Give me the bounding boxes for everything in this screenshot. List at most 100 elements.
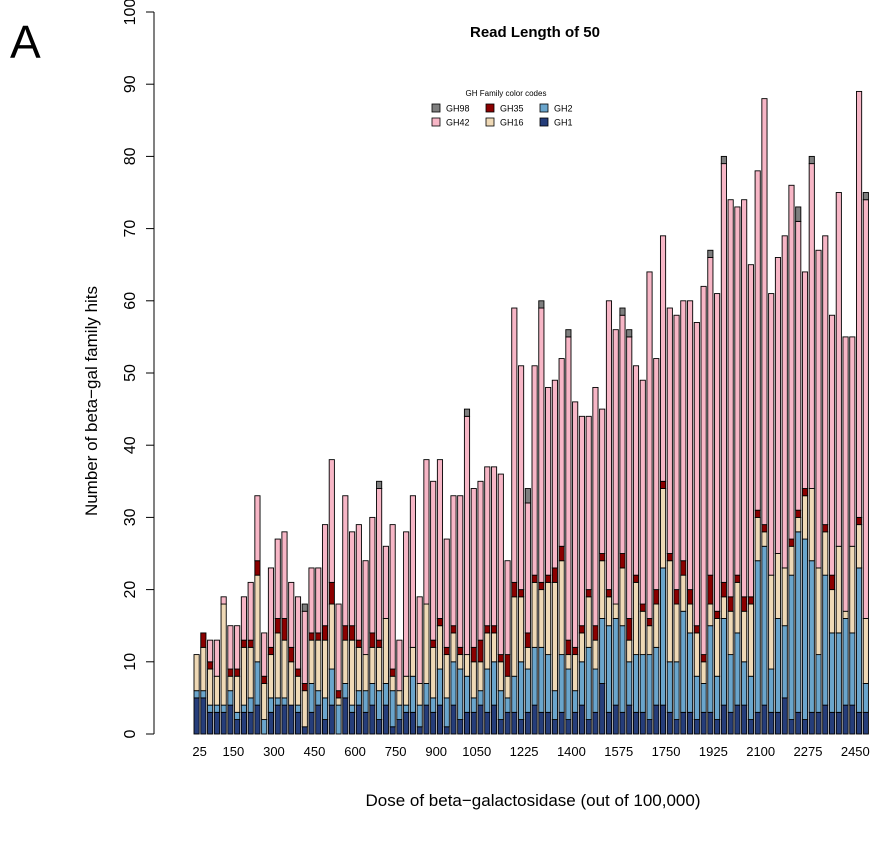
bar-segment-gh2 [457,668,464,721]
bar-segment-gh35 [653,589,660,605]
bar-segment-gh16 [849,545,856,634]
bar-segment-gh42 [409,495,416,648]
bar-segment-gh98 [795,206,802,222]
bar-segment-gh16 [653,603,660,648]
bar-segment-gh42 [301,610,308,684]
bar-segment-gh35 [572,646,579,656]
bar-segment-gh16 [551,581,558,692]
bar-segment-gh1 [436,704,444,735]
bar-segment-gh35 [714,610,721,619]
bar-segment-gh1 [477,704,484,735]
bar-segment-gh2 [531,646,538,706]
bar-segment-gh16 [781,567,788,627]
bar-segment-gh42 [382,545,389,619]
bar-segment-gh1 [795,711,802,735]
bar-segment-gh35 [551,567,558,583]
x-tick-label: 1050 [462,744,491,759]
bar-segment-gh16 [274,632,281,699]
bar-segment-gh2 [815,654,822,713]
bar-segment-gh35 [822,524,829,533]
bar-segment-gh35 [200,632,207,648]
bar-segment-gh2 [477,690,484,706]
bar-segment-gh35 [795,509,802,518]
bar-segment-gh1 [781,697,788,735]
bar-segment-gh35 [578,625,585,634]
bar-segment-gh1 [741,704,748,735]
bar-segment-gh16 [200,646,207,692]
bar-segment-gh1 [720,704,727,735]
x-tick-label: 1925 [699,744,728,759]
bar-segment-gh16 [768,574,775,670]
bar-segment-gh1 [382,704,389,735]
bar-segment-gh42 [362,560,369,656]
bar-segment-gh35 [761,524,768,533]
bar-segment-gh2 [632,654,640,713]
bar-segment-gh16 [254,574,261,663]
bar-segment-gh35 [727,596,734,612]
bar-segment-gh2 [768,668,775,713]
bar-segment-gh35 [376,639,383,648]
x-tick-label: 450 [304,744,326,759]
bar-segment-gh16 [349,639,356,706]
bar-segment-gh35 [585,589,592,598]
bar-segment-gh16 [720,596,727,619]
bar-segment-gh35 [531,574,538,583]
bar-segment-gh98 [626,329,633,338]
bar-segment-gh2 [240,704,247,713]
bar-segment-gh16 [369,646,376,684]
bar-segment-gh16 [707,603,714,627]
bar-segment-gh1 [828,711,836,735]
bar-segment-gh1 [612,704,619,735]
bar-segment-gh1 [227,704,234,735]
legend-swatch [539,103,549,113]
bar-segment-gh1 [362,711,369,735]
legend-swatch [485,103,495,113]
bar-segment-gh16 [632,581,640,656]
bar-segment-gh2 [646,654,653,721]
bar-segment-gh1 [369,704,376,735]
bar-segment-gh1 [518,719,525,735]
bar-segment-gh42 [761,98,768,526]
bar-segment-gh2 [592,668,599,713]
bar-segment-gh35 [342,625,349,641]
bar-segment-gh16 [294,675,302,706]
bar-segment-gh42 [605,300,613,591]
bar-segment-gh35 [518,589,525,598]
bar-segment-gh42 [511,307,518,583]
bar-segment-gh35 [288,646,295,663]
bar-segment-gh42 [396,639,403,692]
bar-segment-gh16 [213,675,220,706]
bar-segment-gh35 [240,639,247,648]
x-tick-label: 2100 [746,744,775,759]
bar-segment-gh2 [213,704,220,713]
bar-segment-gh1 [862,711,869,735]
bar-segment-gh16 [822,531,829,576]
bar-segment-gh2 [267,697,275,713]
bar-segment-gh2 [281,697,288,706]
bar-segment-gh16 [416,683,423,706]
bar-segment-gh1 [578,704,585,735]
bar-segment-gh2 [754,560,761,713]
legend-label: GH35 [500,104,524,114]
bar-segment-gh42 [788,184,795,540]
bar-segment-gh2 [484,668,491,713]
bar-segment-gh42 [673,314,680,591]
bar-segment-gh35 [619,553,626,569]
bar-segment-gh16 [693,632,700,677]
bar-segment-gh16 [741,610,748,663]
bar-segment-gh35 [436,618,444,627]
y-tick-label: 80 [122,147,139,165]
bar-segment-gh2 [376,690,383,721]
bar-segment-gh42 [504,560,511,656]
bar-segment-gh16 [497,661,504,692]
bar-segment-gh16 [828,589,836,634]
bar-segment-gh42 [477,480,484,641]
bar-segment-gh16 [856,524,863,569]
bar-segment-gh2 [707,625,714,713]
bar-segment-gh2 [497,690,504,721]
bar-segment-gh16 [457,654,464,670]
bar-segment-gh1 [524,711,531,735]
bar-segment-gh42 [247,581,254,641]
bar-segment-gh35 [700,654,707,663]
bar-segment-gh16 [734,581,741,634]
